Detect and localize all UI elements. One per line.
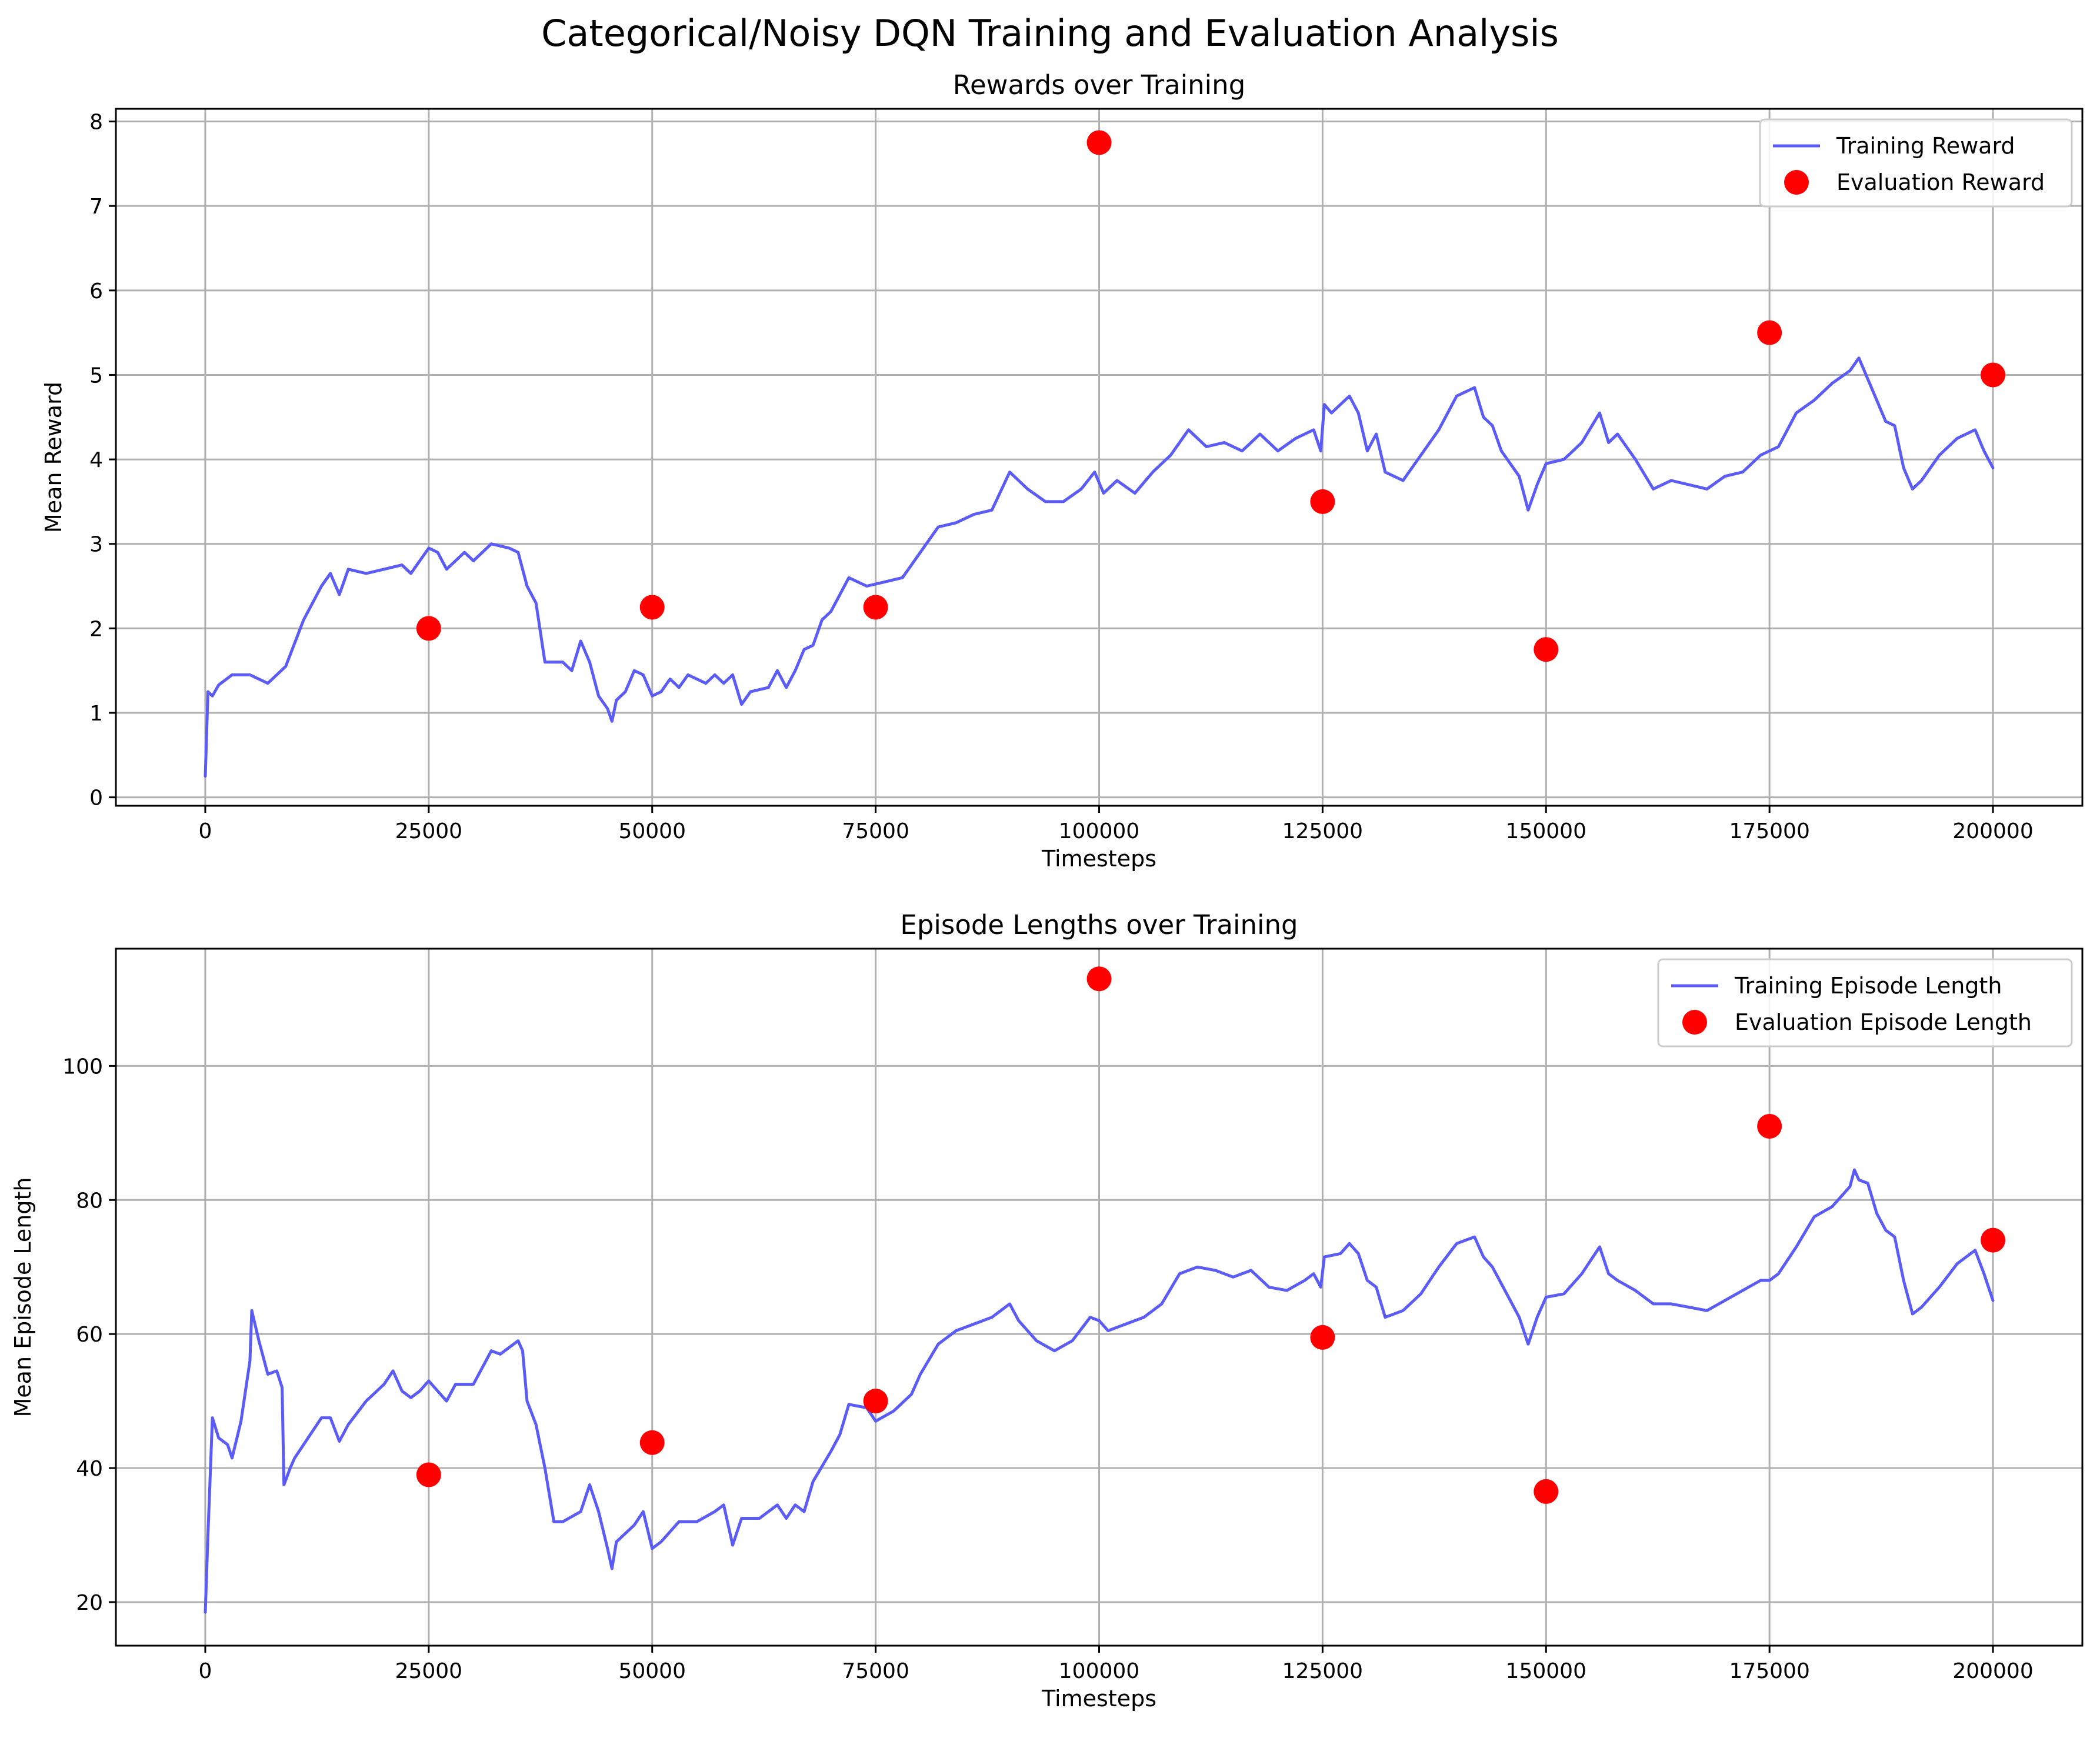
- legend-marker-swatch: [1682, 1010, 1707, 1035]
- x-tick-label: 175000: [1729, 819, 1809, 843]
- legend-label-training: Training Episode Length: [1734, 973, 2002, 999]
- evaluation-point: [863, 595, 888, 620]
- x-tick-label: 150000: [1506, 819, 1586, 843]
- x-tick-label: 0: [199, 1659, 212, 1683]
- x-tick-label: 200000: [1952, 1659, 2033, 1683]
- legend: Training Reward Evaluation Reward: [1759, 118, 2073, 208]
- y-tick-label: 60: [76, 1323, 103, 1347]
- x-tick-label: 25000: [395, 1659, 463, 1683]
- y-tick-label: 20: [76, 1591, 103, 1615]
- axes-title: Rewards over Training: [953, 69, 1246, 101]
- evaluation-point: [1086, 966, 1112, 992]
- x-axis-label: Timesteps: [1041, 1686, 1156, 1712]
- legend-marker-swatch: [1784, 170, 1809, 195]
- evaluation-point: [1981, 362, 2006, 388]
- evaluation-point: [1534, 637, 1559, 662]
- y-tick-label: 80: [76, 1189, 103, 1213]
- training-series-line: [204, 1168, 1995, 1614]
- y-tick-label: 3: [89, 533, 103, 557]
- legend: Training Episode Length Evaluation Episod…: [1657, 958, 2073, 1048]
- training-series-line: [204, 356, 1995, 778]
- x-tick-label: 200000: [1952, 819, 2033, 843]
- y-tick-label: 8: [89, 111, 103, 135]
- x-tick-label: 100000: [1059, 1659, 1139, 1683]
- figure-suptitle: Categorical/Noisy DQN Training and Evalu…: [541, 12, 1559, 55]
- evaluation-point: [1534, 1479, 1559, 1504]
- evaluation-point: [1757, 1113, 1782, 1139]
- y-tick-label: 40: [76, 1457, 103, 1481]
- y-tick-label: 1: [89, 702, 103, 726]
- x-tick-label: 25000: [395, 819, 463, 843]
- evaluation-point: [416, 616, 441, 641]
- evaluation-point: [863, 1389, 888, 1414]
- x-tick-label: 75000: [842, 819, 909, 843]
- evaluation-point: [639, 1430, 665, 1455]
- x-tick-label: 50000: [618, 1659, 686, 1683]
- y-tick-label: 0: [89, 786, 103, 810]
- evaluation-point: [639, 595, 665, 620]
- x-axis-label: Timesteps: [1041, 846, 1156, 872]
- evaluation-point: [1981, 1227, 2006, 1253]
- y-axis-label: Mean Episode Length: [10, 1177, 36, 1417]
- legend-label-training: Training Reward: [1836, 133, 2015, 159]
- x-tick-label: 150000: [1506, 1659, 1586, 1683]
- x-tick-label: 125000: [1282, 819, 1363, 843]
- evaluation-point: [1757, 320, 1782, 345]
- y-tick-label: 4: [89, 448, 103, 472]
- x-tick-label: 125000: [1282, 1659, 1363, 1683]
- x-tick-label: 0: [199, 819, 212, 843]
- evaluation-point: [1310, 489, 1335, 514]
- legend-label-evaluation: Evaluation Reward: [1836, 169, 2045, 195]
- episode-lengths-panel: 0 25000 50000 75000 100000 125000 150000 175000…: [10, 909, 2084, 1712]
- x-tick-label: 100000: [1059, 819, 1139, 843]
- x-tick-label: 50000: [618, 819, 686, 843]
- y-tick-label: 5: [89, 363, 103, 388]
- evaluation-point: [1310, 1325, 1335, 1350]
- y-axis-label: Mean Reward: [41, 382, 66, 533]
- rewards-panel: 0 25000 50000 75000 100000 125000 150000 175000…: [41, 69, 2084, 872]
- y-tick-label: 7: [89, 195, 103, 219]
- y-tick-label: 2: [89, 617, 103, 641]
- legend-box: [1759, 118, 2073, 208]
- axes-title: Episode Lengths over Training: [900, 909, 1298, 940]
- y-tick-label: 6: [89, 279, 103, 303]
- x-tick-label: 75000: [842, 1659, 909, 1683]
- legend-box: [1657, 958, 2073, 1048]
- evaluation-point: [1086, 130, 1112, 155]
- x-tick-label: 175000: [1729, 1659, 1809, 1683]
- evaluation-point: [416, 1462, 441, 1487]
- y-tick-label: 100: [62, 1055, 103, 1079]
- legend-label-evaluation: Evaluation Episode Length: [1735, 1009, 2032, 1035]
